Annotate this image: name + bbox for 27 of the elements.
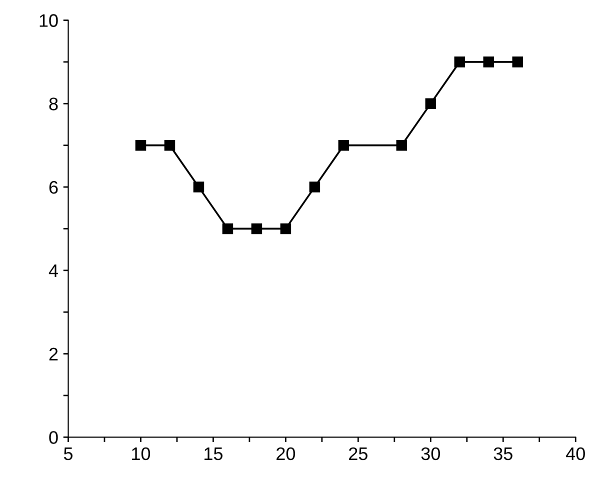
y-tick-label: 6 — [49, 180, 58, 194]
x-tick-label: 40 — [566, 447, 585, 460]
x-tick-label: 10 — [132, 447, 150, 460]
x-tick-label: 15 — [204, 448, 222, 460]
point — [483, 56, 494, 68]
point — [135, 140, 146, 151]
point — [396, 140, 408, 151]
y-tick-label: 2 — [49, 348, 58, 360]
point — [425, 98, 436, 110]
point — [338, 140, 350, 151]
x-tick-label: 5 — [64, 448, 73, 460]
x-tick-label: 25 — [349, 447, 368, 460]
point — [512, 56, 524, 68]
y-tick-label: 0 — [49, 431, 58, 444]
point — [251, 223, 262, 234]
y-tick-label: 10 — [40, 14, 58, 27]
x-tick-label: 20 — [276, 447, 296, 460]
point — [164, 140, 176, 151]
point — [222, 223, 234, 234]
x-tick-label: 35 — [494, 447, 512, 460]
x-tick-label: 30 — [421, 447, 440, 460]
point — [280, 223, 292, 234]
point — [454, 56, 466, 68]
point — [309, 182, 320, 192]
y-tick-label: 4 — [48, 264, 58, 277]
point — [193, 182, 204, 192]
y-tick-label: 8 — [49, 98, 58, 110]
